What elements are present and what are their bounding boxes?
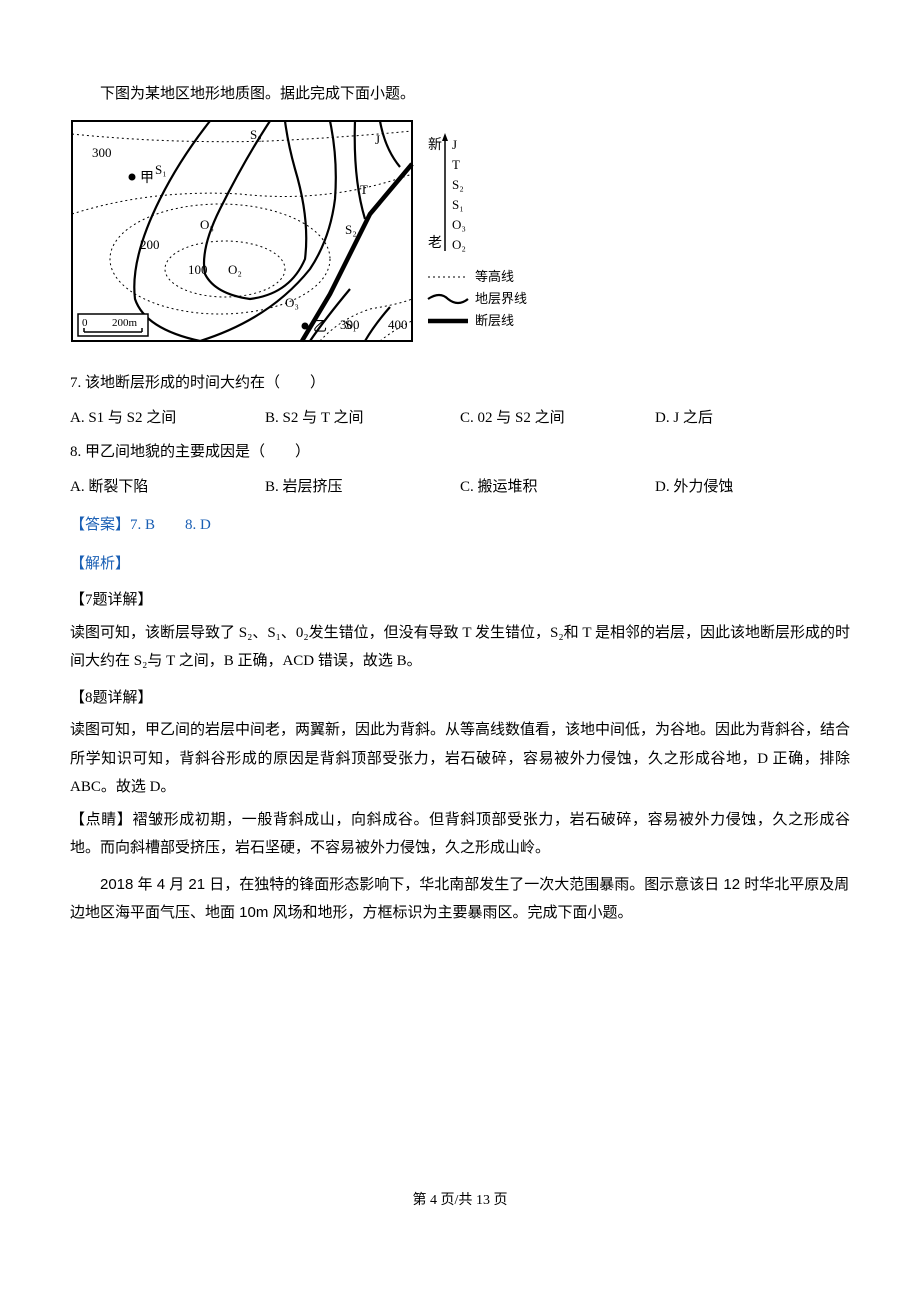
question-8: 8. 甲乙间地貌的主要成因是（ ） [70, 438, 850, 467]
q7-option-c: C. 02 与 S2 之间 [460, 404, 655, 433]
tip-section: 【点睛】褶皱形成初期，一般背斜成山，向斜成谷。但背斜顶部受张力，岩石破碎，容易被… [70, 806, 850, 863]
page-footer: 第 4 页/共 13 页 [70, 1188, 850, 1215]
contour-label: 400 [388, 317, 408, 332]
point-jia: 甲 [140, 171, 154, 186]
stratum-label: S₂ [250, 127, 262, 142]
q8-number: 8. [70, 444, 81, 460]
q8-text: 甲乙间地貌的主要成因是（ ） [85, 444, 310, 460]
legend-age-item: T [452, 157, 460, 172]
footer-suffix: 页 [490, 1193, 508, 1208]
stratum-label: S₁ [345, 317, 357, 332]
scale-dist: 200m [112, 317, 138, 329]
point-yi: 乙 [313, 319, 327, 335]
q8-option-c: C. 搬运堆积 [460, 473, 655, 502]
legend-age-item: S₂ [452, 177, 464, 192]
stratum-label: J [375, 132, 380, 147]
geology-map-figure: 0 200m 300 200 100 300 400 S₁ S₂ J T S₂ … [70, 119, 850, 355]
geology-map-svg: 0 200m 300 200 100 300 400 S₁ S₂ J T S₂ … [70, 119, 540, 344]
footer-prefix: 第 [413, 1193, 431, 1208]
contour-label: 100 [188, 262, 208, 277]
q7-number: 7. [70, 375, 81, 391]
stratum-label: S₂ [345, 222, 357, 237]
answer-line: 【答案】7. B 8. D [70, 511, 850, 540]
scale-zero: 0 [82, 317, 88, 329]
stratum-label: O₂ [228, 262, 242, 277]
analysis-label: 【解析】 [70, 550, 850, 579]
q7-detail-header: 【7题详解】 [70, 586, 850, 615]
q8-options: A. 断裂下陷 B. 岩层挤压 C. 搬运堆积 D. 外力侵蚀 [70, 473, 850, 502]
stratum-label: O₃ [285, 295, 299, 310]
legend-age-item: J [452, 137, 457, 152]
stratum-label: S₁ [155, 162, 167, 177]
question-7: 7. 该地断层形成的时间大约在（ ） [70, 369, 850, 398]
q8-explanation: 读图可知，甲乙间的岩层中间老，两翼新，因此为背斜。从等高线数值看，该地中间低，为… [70, 716, 850, 802]
q7-option-d: D. J 之后 [655, 404, 850, 433]
stratum-label: T [360, 182, 368, 197]
q8-detail-header: 【8题详解】 [70, 684, 850, 713]
q7-explanation: 读图可知，该断层导致了 S₂、S₁、0₂发生错位，但没有导致 T 发生错位，S₂… [70, 619, 850, 676]
answer-q7: 7. B [130, 517, 155, 533]
legend-fault: 断层线 [475, 313, 514, 328]
next-question-intro: 2018 年 4 月 21 日，在独特的锋面形态影响下，华北南部发生了一次大范围… [70, 871, 850, 928]
footer-current: 4 [430, 1193, 437, 1208]
legend-contour: 等高线 [475, 269, 514, 284]
q8-option-d: D. 外力侵蚀 [655, 473, 850, 502]
stratum-label: O₃ [200, 217, 214, 232]
answer-label: 【答案】 [70, 517, 130, 533]
q8-option-a: A. 断裂下陷 [70, 473, 265, 502]
legend-old: 老 [428, 235, 442, 251]
legend-age-item: S₁ [452, 197, 464, 212]
q7-option-b: B. S2 与 T 之间 [265, 404, 460, 433]
contour-label: 200 [140, 237, 160, 252]
tip-text: 褶皱形成初期，一般背斜成山，向斜成谷。但背斜顶部受张力，岩石破碎，容易被外力侵蚀… [70, 812, 850, 857]
q7-option-a: A. S1 与 S2 之间 [70, 404, 265, 433]
legend-age-item: O₂ [452, 237, 466, 252]
legend-boundary: 地层界线 [475, 291, 527, 306]
legend-new: 新 [428, 137, 442, 153]
q8-option-b: B. 岩层挤压 [265, 473, 460, 502]
contour-label: 300 [92, 145, 112, 160]
q7-text: 该地断层形成的时间大约在（ ） [85, 375, 325, 391]
tip-label: 【点睛】 [70, 812, 132, 828]
footer-total: 13 [476, 1193, 490, 1208]
question-group-intro: 下图为某地区地形地质图。据此完成下面小题。 [70, 80, 850, 109]
legend-age-item: O₃ [452, 217, 466, 232]
q7-options: A. S1 与 S2 之间 B. S2 与 T 之间 C. 02 与 S2 之间… [70, 404, 850, 433]
answer-q8: 8. D [185, 517, 211, 533]
footer-middle: 页/共 [437, 1193, 476, 1208]
